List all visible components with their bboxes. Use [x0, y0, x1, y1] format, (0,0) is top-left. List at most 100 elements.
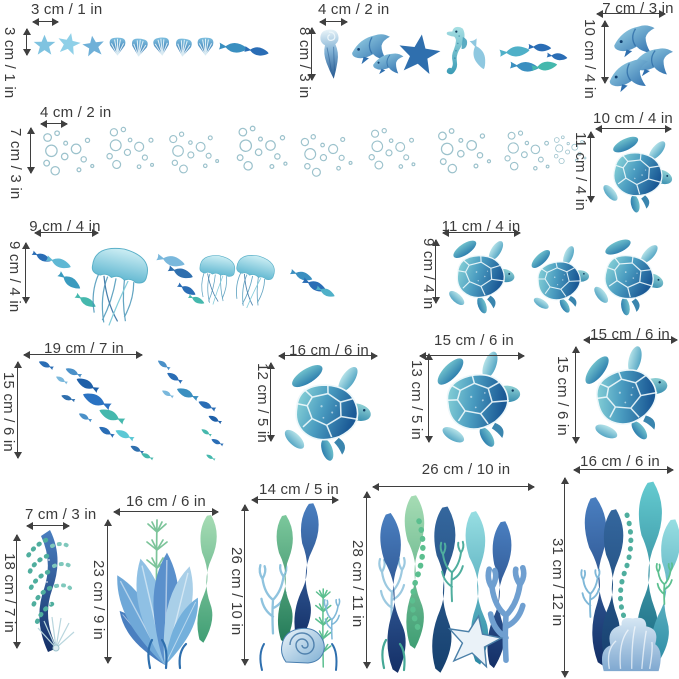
height-arrow-seaweed-3 — [239, 504, 251, 666]
jellyfish-icon — [80, 242, 152, 332]
height-label-turtle-trio: 9 cm / 4 in — [419, 238, 437, 310]
fish-icon — [45, 254, 73, 272]
starfish-icon — [33, 34, 56, 55]
scallop-shell-icon — [109, 37, 126, 56]
width-label-angelfish: 7 cm / 3 in — [602, 0, 674, 17]
height-label-creatures: 8 cm / 3 in — [295, 27, 313, 99]
fish-icon — [176, 281, 198, 298]
width-arrow-turtle-trio — [442, 227, 521, 239]
width-label-turtle-1: 16 cm / 6 in — [289, 342, 369, 359]
width-arrow-turtle-3 — [583, 334, 678, 346]
sea-turtle-icon — [574, 337, 679, 454]
bubbles-strip-art — [43, 124, 587, 179]
height-label-turtle-1: 12 cm / 5 in — [253, 363, 271, 443]
sea-turtle-icon — [278, 356, 379, 468]
height-arrow-turtle-trio — [430, 239, 442, 304]
starfish-icon — [81, 34, 106, 57]
height-label-seaweed-2: 23 cm / 9 in — [89, 560, 107, 640]
sea-turtle-icon — [445, 234, 519, 318]
snail-shell-icon — [280, 627, 325, 664]
bubbles-icon — [43, 130, 95, 176]
shell-starfish-strip-art — [33, 30, 270, 58]
bubbles-icon — [503, 128, 554, 176]
width-arrow-angelfish — [596, 8, 666, 20]
width-label-seaweed-2: 16 cm / 6 in — [126, 493, 206, 510]
width-arrow-seaweed-2 — [113, 506, 219, 518]
fish-icon — [218, 41, 249, 54]
bubbles-icon — [104, 125, 159, 175]
fish-icon — [468, 37, 489, 71]
width-arrow-jellyfish — [34, 227, 99, 239]
seaweed-small-art — [25, 530, 75, 652]
width-arrow-fish-school — [23, 349, 143, 361]
fish-school-art — [37, 358, 224, 462]
height-arrow-turtle-2 — [423, 353, 435, 443]
height-label-small-turtle: 11 cm / 4 in — [571, 132, 589, 211]
height-arrow-seaweed-large — [361, 491, 373, 669]
height-label-seaweed-large: 28 cm / 11 in — [348, 540, 366, 628]
bubbles-icon — [367, 126, 419, 174]
seahorse-icon — [446, 26, 468, 75]
starfish-icon — [55, 30, 83, 56]
fish-icon — [56, 270, 83, 292]
width-arrow-creatures — [319, 16, 348, 28]
fish-icon — [546, 51, 568, 62]
height-label-fish-school: 15 cm / 6 in — [0, 372, 17, 452]
width-label-shell-border: 3 cm / 1 in — [31, 1, 103, 18]
width-label-turtle-trio: 11 cm / 4 in — [441, 218, 521, 235]
width-label-fish-school: 19 cm / 7 in — [44, 340, 124, 357]
width-arrow-bubbles — [40, 118, 68, 130]
sea-turtle-icon — [428, 345, 530, 457]
height-arrow-small-turtle — [585, 131, 597, 203]
sea-turtle-icon — [525, 242, 595, 319]
fish-icon — [244, 45, 270, 58]
height-arrow-shell-border — [21, 28, 33, 56]
jellyfish-icon — [227, 251, 278, 313]
height-label-shell-border: 3 cm / 1 in — [0, 27, 18, 99]
height-arrow-turtle-1 — [265, 362, 277, 442]
bubbles-icon — [235, 124, 291, 174]
height-label-bubbles: 7 cm / 3 in — [6, 128, 24, 200]
bubbles-icon — [168, 128, 220, 175]
height-label-turtle-3: 15 cm / 6 in — [553, 356, 571, 436]
sea-turtle-icon — [586, 230, 674, 325]
width-label-bubbles: 4 cm / 2 in — [40, 104, 112, 121]
height-arrow-seaweed-small — [11, 534, 23, 649]
width-arrow-turtle-2 — [419, 350, 525, 362]
height-label-angelfish: 10 cm / 4 in — [580, 19, 598, 99]
width-label-seaweed-3: 14 cm / 5 in — [259, 481, 339, 498]
width-label-turtle-2: 15 cm / 6 in — [434, 332, 514, 349]
angelfish-icon — [607, 58, 651, 94]
seaweed-large-art — [378, 495, 524, 674]
height-arrow-turtle-3 — [570, 346, 582, 444]
seaweed-tall-art — [580, 481, 679, 672]
seaweed-icon — [276, 515, 293, 643]
fish-icon — [289, 267, 314, 283]
width-label-seaweed-tall: 16 cm / 6 in — [580, 453, 660, 470]
width-label-seaweed-large: 26 cm / 10 in — [421, 461, 511, 478]
height-arrow-fish-school — [12, 361, 24, 459]
height-arrow-angelfish — [599, 20, 611, 84]
jellyfish-icon — [194, 252, 237, 308]
angelfish-group-art — [607, 24, 674, 94]
bubbles-icon — [299, 129, 354, 179]
starfish-icon — [396, 31, 443, 76]
width-label-small-turtle: 10 cm / 4 in — [593, 110, 673, 127]
height-arrow-seaweed-tall — [559, 477, 571, 678]
height-arrow-bubbles — [25, 127, 37, 174]
height-label-jellyfish: 9 cm / 4 in — [5, 241, 23, 313]
width-arrow-shell-border — [32, 16, 59, 28]
height-label-turtle-2: 13 cm / 5 in — [407, 360, 425, 440]
conch-shell-icon — [318, 28, 344, 81]
fish-icon — [167, 264, 195, 282]
width-arrow-seaweed-small — [26, 520, 70, 532]
width-arrow-small-turtle — [595, 123, 672, 135]
scallop-shell-icon — [197, 37, 214, 56]
width-arrow-turtle-1 — [278, 350, 378, 362]
width-label-turtle-3: 15 cm / 6 in — [590, 326, 670, 343]
height-label-seaweed-small: 18 cm / 7 in — [0, 553, 18, 633]
height-arrow-creatures — [306, 27, 318, 81]
width-label-seaweed-small: 7 cm / 3 in — [25, 506, 97, 523]
seaweed-3-art — [258, 502, 341, 671]
